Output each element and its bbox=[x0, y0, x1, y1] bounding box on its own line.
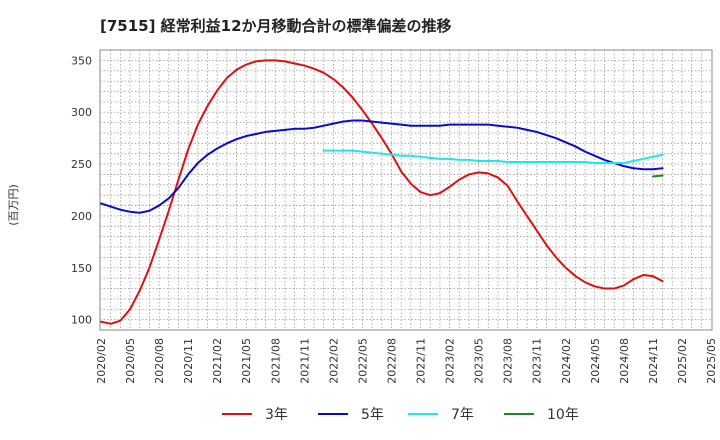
x-tick-label: 2023/11 bbox=[531, 338, 544, 384]
x-tick-label: 2020/08 bbox=[153, 338, 166, 384]
chart-title: [7515] 経常利益12か月移動合計の標準偏差の推移 bbox=[100, 17, 452, 35]
series-line bbox=[100, 59, 664, 325]
x-tick-label: 2023/08 bbox=[502, 338, 515, 384]
series-line bbox=[100, 119, 664, 214]
x-tick-label: 2020/05 bbox=[124, 338, 137, 384]
x-tick-label: 2024/05 bbox=[589, 338, 602, 384]
y-axis-label: (百万円) bbox=[7, 184, 20, 226]
x-tick-label: 2022/05 bbox=[356, 338, 369, 384]
legend-label: 7年 bbox=[451, 407, 474, 423]
x-tick-label: 2022/11 bbox=[415, 338, 428, 384]
x-tick-label: 2024/02 bbox=[560, 338, 573, 384]
x-tick-label: 2024/11 bbox=[647, 338, 660, 384]
series-line bbox=[651, 174, 664, 178]
x-tick-label: 2022/08 bbox=[385, 338, 398, 384]
legend: 3年 5年 7年 10年 bbox=[222, 407, 579, 423]
x-tick-label: 2023/02 bbox=[444, 338, 457, 384]
x-tick-label: 2021/05 bbox=[240, 338, 253, 384]
x-tick-label: 2025/05 bbox=[705, 338, 718, 384]
x-tick-label: 2021/08 bbox=[269, 338, 282, 384]
y-tick-label: 150 bbox=[71, 262, 92, 275]
grid-layer bbox=[99, 49, 713, 331]
legend-label: 3年 bbox=[265, 407, 288, 423]
x-tick-label: 2025/02 bbox=[676, 338, 689, 384]
y-tick-label: 100 bbox=[71, 314, 92, 327]
y-tick-label: 350 bbox=[71, 54, 92, 67]
x-tick-label: 2021/11 bbox=[298, 338, 311, 384]
legend-label: 5年 bbox=[361, 407, 384, 423]
series-layer bbox=[100, 59, 664, 325]
y-tick-label: 300 bbox=[71, 106, 92, 119]
x-tick-label: 2021/02 bbox=[211, 338, 224, 384]
plot-frame bbox=[99, 49, 713, 331]
x-tick-label: 2020/02 bbox=[95, 338, 108, 384]
legend-label: 10年 bbox=[547, 407, 579, 423]
y-tick-label: 250 bbox=[71, 158, 92, 171]
y-tick-label: 200 bbox=[71, 210, 92, 223]
x-tick-label: 2022/02 bbox=[327, 338, 340, 384]
x-tick-label: 2024/08 bbox=[618, 338, 631, 384]
x-tick-label: 2023/05 bbox=[473, 338, 486, 384]
x-tick-label: 2020/11 bbox=[182, 338, 195, 384]
series-line bbox=[322, 149, 664, 165]
axis-layer: 100 150 200 250 300 350 2020/02 2020/05 2020/08 2… bbox=[71, 54, 718, 383]
